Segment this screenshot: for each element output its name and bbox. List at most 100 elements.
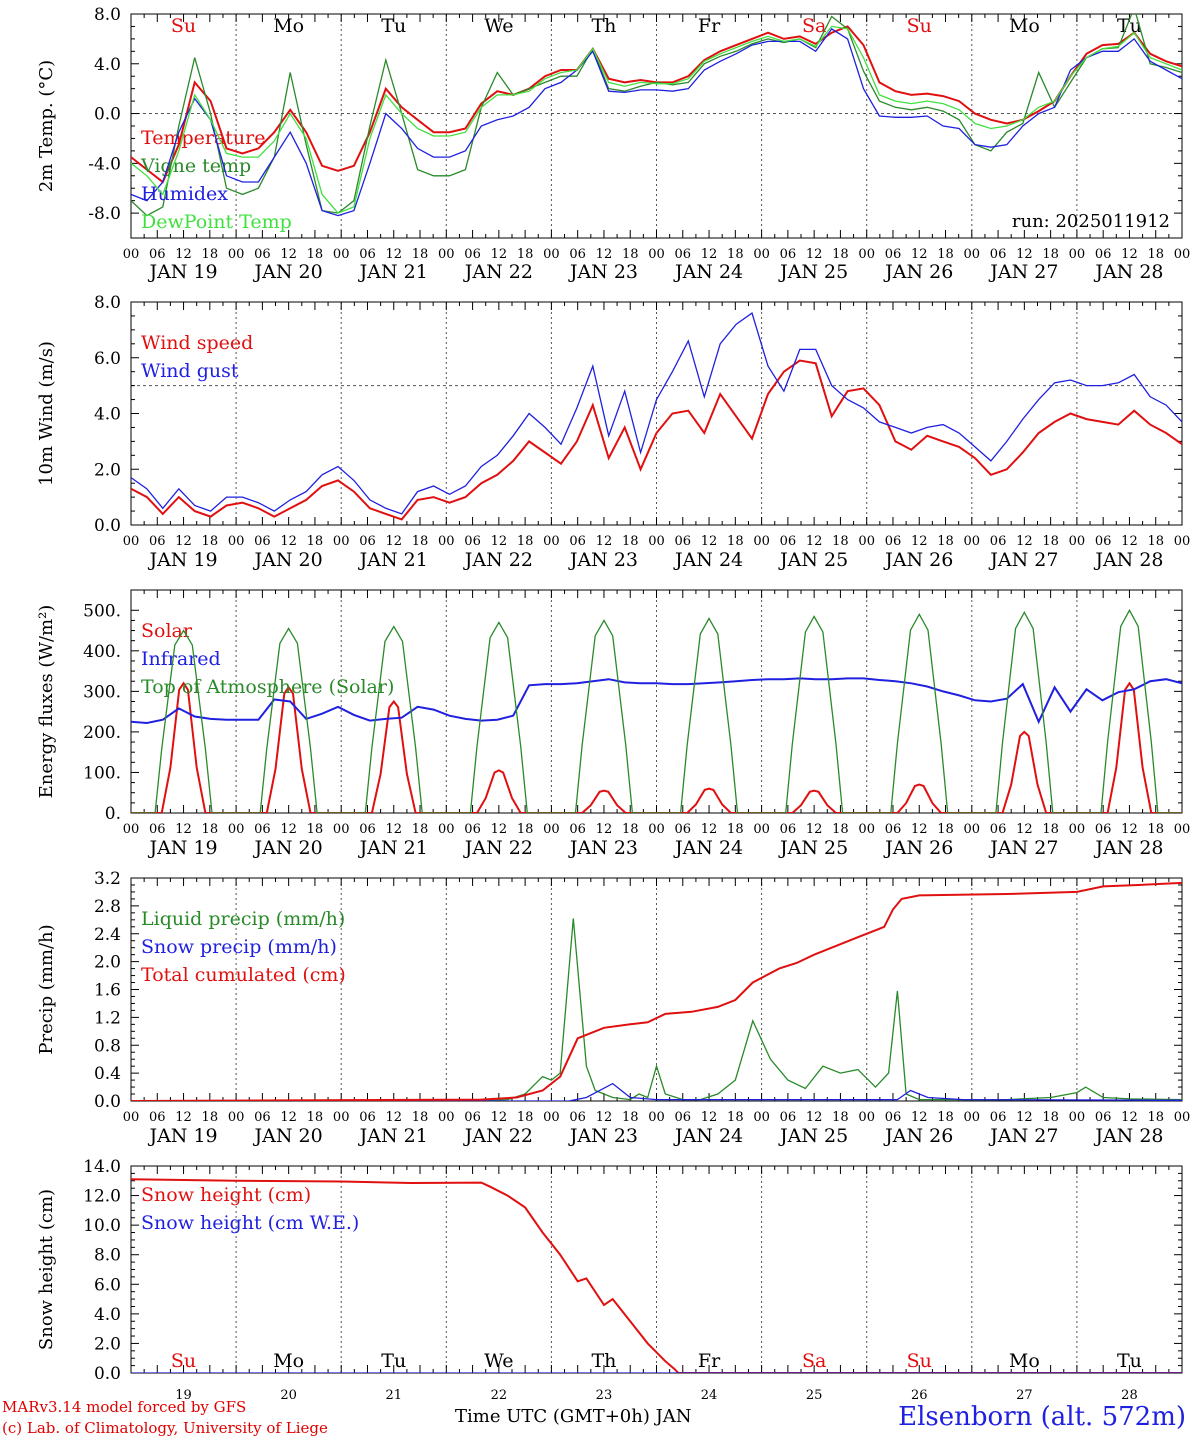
- x-hour-tick-label: 12: [1121, 822, 1138, 837]
- x-hour-tick-label: 18: [307, 247, 324, 262]
- chart-panel-5: 14.0 12.0 10.0 8.0 6.0 4.0 2.0 0.0 Snow height (…: [36, 1157, 1183, 1403]
- weekday-label: Mo: [273, 15, 304, 37]
- x-hour-tick-label: 12: [491, 247, 508, 262]
- x-hour-tick-label: 06: [254, 1110, 271, 1125]
- x-hour-tick-label: 12: [911, 247, 928, 262]
- weekday-label: Th: [591, 15, 616, 37]
- y-tick-label: 2.4: [94, 925, 121, 945]
- legend-entry: Wind gust: [141, 360, 239, 382]
- legend-entry: Vigne temp: [140, 155, 251, 177]
- x-hour-tick-label: 18: [1042, 247, 1059, 262]
- x-hour-tick-label: 18: [412, 822, 429, 837]
- x-hour-tick-label: 06: [569, 247, 586, 262]
- x-hour-tick-label: 18: [412, 247, 429, 262]
- weekday-label: Sa: [802, 15, 826, 37]
- x-hour-tick-label: 06: [990, 1110, 1007, 1125]
- x-hour-tick-label: 06: [1095, 822, 1112, 837]
- x-day-label: JAN 25: [778, 261, 848, 283]
- x-hour-tick-label: 12: [1121, 247, 1138, 262]
- x-day-label: JAN 21: [358, 549, 428, 571]
- series-line-2: [131, 1082, 1182, 1101]
- y-tick-label: 1.2: [94, 1008, 121, 1028]
- x-day-number: 28: [1121, 1388, 1138, 1403]
- x-hour-tick-label: 12: [175, 1110, 192, 1125]
- x-hour-tick-label: 00: [648, 534, 665, 549]
- x-hour-tick-label: 18: [622, 1110, 639, 1125]
- x-hour-tick-label: 00: [858, 247, 875, 262]
- x-hour-tick-label: 00: [228, 1110, 245, 1125]
- x-hour-tick-label: 06: [885, 247, 902, 262]
- x-hour-tick-label: 00: [1069, 534, 1086, 549]
- x-hour-tick-label: 06: [254, 534, 271, 549]
- x-hour-tick-label: 00: [123, 1110, 140, 1125]
- x-hour-tick-label: 06: [569, 822, 586, 837]
- y-axis-label: Energy fluxes (W/m²): [36, 605, 57, 799]
- x-hour-tick-label: 18: [1147, 822, 1164, 837]
- x-hour-tick-label: 18: [1147, 1110, 1164, 1125]
- x-hour-tick-label: 12: [385, 247, 402, 262]
- x-hour-tick-label: 00: [438, 534, 455, 549]
- y-tick-label: 200.: [83, 723, 121, 743]
- y-axis-label: Snow height (cm): [36, 1189, 57, 1350]
- x-hour-tick-label: 06: [885, 822, 902, 837]
- x-hour-tick-label: 06: [359, 822, 376, 837]
- x-hour-tick-label: 00: [1174, 247, 1191, 262]
- x-hour-tick-label: 00: [438, 822, 455, 837]
- x-hour-tick-label: 06: [1095, 1110, 1112, 1125]
- x-hour-tick-label: 00: [1069, 1110, 1086, 1125]
- legend-entry: Wind speed: [141, 332, 253, 354]
- x-hour-tick-label: 00: [333, 822, 350, 837]
- x-day-label: JAN 24: [673, 549, 743, 571]
- x-hour-tick-label: 18: [1147, 247, 1164, 262]
- x-hour-tick-label: 18: [307, 534, 324, 549]
- x-hour-tick-label: 00: [648, 822, 665, 837]
- x-hour-tick-label: 18: [832, 247, 849, 262]
- x-hour-tick-label: 18: [832, 534, 849, 549]
- x-hour-tick-label: 00: [228, 822, 245, 837]
- series-line-3: [131, 28, 1182, 217]
- x-hour-tick-label: 18: [727, 1110, 744, 1125]
- x-hour-tick-label: 12: [596, 1110, 613, 1125]
- x-hour-tick-label: 18: [202, 247, 219, 262]
- station-name: Elsenborn (alt. 572m): [898, 1402, 1186, 1432]
- x-hour-tick-label: 06: [780, 247, 797, 262]
- x-day-label: JAN 22: [463, 1125, 533, 1147]
- x-hour-tick-label: 12: [701, 1110, 718, 1125]
- x-hour-tick-label: 00: [1174, 1110, 1191, 1125]
- weekday-label: We: [484, 15, 513, 37]
- x-hour-tick-label: 18: [517, 534, 534, 549]
- x-day-label: JAN 26: [883, 261, 953, 283]
- x-hour-tick-label: 06: [675, 247, 692, 262]
- x-day-label: JAN 27: [988, 837, 1058, 859]
- y-tick-label: 300.: [83, 682, 121, 702]
- x-hour-tick-label: 00: [858, 534, 875, 549]
- y-tick-label: 6.0: [94, 1275, 121, 1295]
- chart-panel-1: 8.0 4.0 0.0 -4.0 -8.0 2m Temp. (°C) 00 06 12 18 00…: [36, 5, 1190, 283]
- x-hour-tick-label: 18: [412, 534, 429, 549]
- x-hour-tick-label: 18: [412, 1110, 429, 1125]
- x-day-label: JAN 20: [253, 837, 323, 859]
- weekday-label: Th: [591, 1350, 616, 1372]
- x-day-number: 22: [491, 1388, 508, 1403]
- x-hour-tick-label: 12: [491, 1110, 508, 1125]
- x-hour-tick-label: 18: [937, 822, 954, 837]
- x-hour-tick-label: 00: [964, 534, 981, 549]
- x-hour-tick-label: 00: [964, 822, 981, 837]
- x-hour-tick-label: 06: [464, 247, 481, 262]
- x-day-label: JAN 20: [253, 261, 323, 283]
- weekday-label: Mo: [273, 1350, 304, 1372]
- x-hour-tick-label: 18: [832, 1110, 849, 1125]
- x-hour-tick-label: 18: [937, 534, 954, 549]
- x-hour-tick-label: 12: [280, 1110, 297, 1125]
- x-hour-tick-label: 06: [254, 247, 271, 262]
- x-hour-tick-label: 12: [1121, 534, 1138, 549]
- x-hour-tick-label: 12: [701, 822, 718, 837]
- x-hour-tick-label: 18: [727, 822, 744, 837]
- x-day-number: 19: [175, 1388, 192, 1403]
- x-day-label: JAN 27: [988, 549, 1058, 571]
- x-hour-tick-label: 18: [517, 1110, 534, 1125]
- legend-entry: Humidex: [141, 183, 228, 205]
- series-line-4: [131, 25, 1182, 214]
- x-hour-tick-label: 06: [569, 534, 586, 549]
- x-hour-tick-label: 06: [464, 822, 481, 837]
